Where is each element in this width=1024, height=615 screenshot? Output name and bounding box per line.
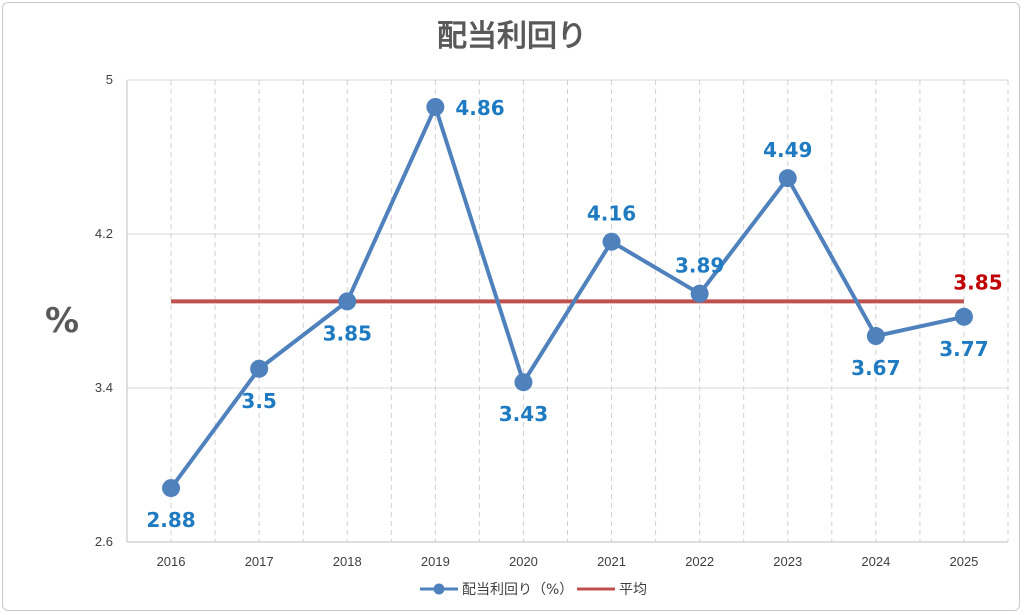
data-label-2019: 4.86 bbox=[455, 96, 504, 120]
axes: 2.6 3.4 4.2 5 2016 2017 2018 2019 2020 2021 2022 20… bbox=[95, 72, 1008, 569]
data-point-2023 bbox=[778, 169, 797, 188]
x-tick-label-2017: 2017 bbox=[245, 554, 274, 569]
data-point-2016 bbox=[162, 479, 181, 498]
legend-label-yield: 配当利回り（%） bbox=[462, 582, 573, 598]
y-axis-label: % bbox=[45, 301, 79, 341]
data-point-2021 bbox=[602, 232, 621, 251]
data-label-2020: 3.43 bbox=[499, 402, 548, 426]
y-tick-label-1: 3.4 bbox=[95, 380, 113, 395]
data-point-2025 bbox=[954, 307, 973, 326]
y-tick-label-2: 4.2 bbox=[95, 226, 113, 241]
dividend-yield-series bbox=[162, 97, 973, 498]
x-tick-label-2025: 2025 bbox=[949, 554, 978, 569]
data-label-2018: 3.85 bbox=[323, 321, 372, 345]
data-label-2024: 3.67 bbox=[851, 356, 900, 380]
legend-label-average: 平均 bbox=[619, 582, 647, 598]
data-point-2018 bbox=[338, 292, 357, 311]
x-tick-label-2019: 2019 bbox=[421, 554, 450, 569]
average-data-label: 3.85 bbox=[953, 270, 1002, 294]
x-tick-label-2024: 2024 bbox=[861, 554, 890, 569]
data-point-2024 bbox=[866, 327, 885, 346]
data-point-2017 bbox=[250, 359, 269, 378]
y-tick-label-3: 5 bbox=[106, 72, 113, 87]
average-series: 3.85 bbox=[171, 270, 1003, 304]
data-label-2023: 4.49 bbox=[763, 138, 812, 162]
data-label-2022: 3.89 bbox=[675, 254, 724, 278]
legend-marker-yield bbox=[433, 583, 445, 595]
x-tick-label-2016: 2016 bbox=[157, 554, 186, 569]
y-tick-label-0: 2.6 bbox=[95, 534, 113, 549]
x-tick-label-2020: 2020 bbox=[509, 554, 538, 569]
data-label-2017: 3.5 bbox=[241, 389, 276, 413]
x-tick-label-2018: 2018 bbox=[333, 554, 362, 569]
x-tick-label-2022: 2022 bbox=[685, 554, 714, 569]
x-tick-label-2023: 2023 bbox=[773, 554, 802, 569]
data-point-2020 bbox=[514, 373, 533, 392]
data-labels: 2.88 3.5 3.85 4.86 3.43 4.16 3.89 4.49 3.67 3.77 bbox=[146, 96, 988, 532]
yield-line bbox=[169, 104, 965, 490]
legend: 配当利回り（%） 平均 bbox=[420, 582, 647, 598]
data-label-2025: 3.77 bbox=[939, 337, 988, 361]
data-label-2021: 4.16 bbox=[587, 202, 636, 226]
chart-title: 配当利回り bbox=[437, 19, 587, 54]
data-point-2022 bbox=[690, 284, 709, 303]
data-point-2019 bbox=[426, 97, 445, 116]
data-label-2016: 2.88 bbox=[146, 508, 195, 532]
x-tick-label-2021: 2021 bbox=[597, 554, 626, 569]
